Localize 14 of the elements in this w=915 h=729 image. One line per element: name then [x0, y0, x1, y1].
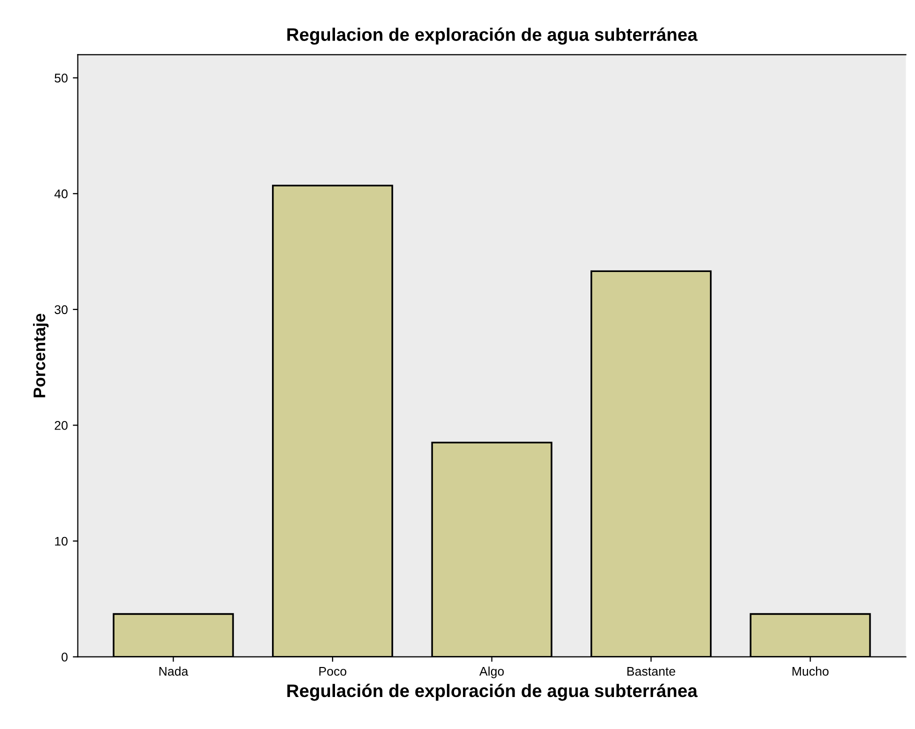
chart-title: Regulacion de exploración de agua subterránea	[287, 28, 698, 45]
x-tick-label: Poco	[319, 667, 346, 676]
x-axis-title: Regulación de exploración de agua subterránea	[287, 684, 698, 701]
y-tick-label: 30	[54, 305, 68, 314]
y-tick-label: 50	[54, 74, 68, 82]
x-tick-label: Algo	[479, 666, 504, 678]
y-tick-label: 40	[54, 189, 68, 198]
y-tick-label: 0	[62, 652, 68, 662]
y-axis-title: Porcentaje	[33, 314, 49, 398]
x-tick-label: Bastante	[627, 667, 676, 676]
y-tick-label: 20	[54, 421, 68, 430]
y-tick-label: 10	[55, 536, 68, 546]
x-tick-label: Nada	[159, 666, 188, 676]
x-tick-label: Mucho	[792, 666, 829, 676]
